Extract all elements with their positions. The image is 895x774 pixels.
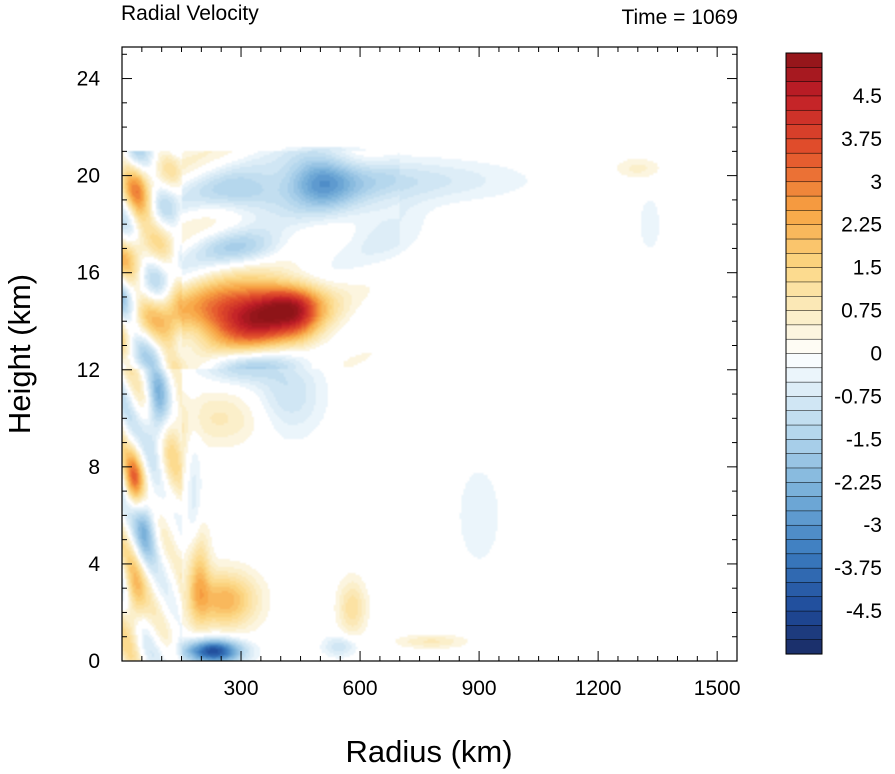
colorbar-tick-label: -4.5 (846, 600, 882, 623)
time-label: Time = 1069 (621, 6, 738, 29)
colorbar-bin (785, 181, 823, 197)
colorbar-tick-label: -3 (863, 514, 882, 537)
colorbar-bin (785, 467, 823, 483)
colorbar-bin (785, 81, 823, 97)
colorbar-bin (785, 296, 823, 312)
plot-frame (121, 46, 738, 662)
colorbar-bin (785, 310, 823, 326)
colorbar-bin (785, 424, 823, 440)
colorbar-bin (785, 253, 823, 269)
x-tick-label: 1500 (694, 677, 741, 700)
colorbar-bin (785, 596, 823, 612)
colorbar-bin (785, 453, 823, 469)
y-tick-label: 16 (77, 262, 100, 285)
colorbar-tick-label: 3 (870, 171, 882, 194)
x-axis-label: Radius (km) (345, 734, 512, 769)
colorbar-tick-label: 0.75 (841, 300, 882, 323)
colorbar-tick-label: 1.5 (853, 257, 882, 280)
colorbar-tick-label: 0 (870, 343, 882, 366)
colorbar-tick-label: 2.25 (841, 214, 882, 237)
colorbar-bin (785, 410, 823, 426)
x-tick-label: 900 (462, 677, 497, 700)
colorbar-tick-label: -1.5 (846, 428, 882, 451)
y-tick-label: 20 (77, 165, 100, 188)
y-tick-label: 8 (88, 456, 100, 479)
colorbar-bin (785, 267, 823, 283)
colorbar-bin (785, 553, 823, 569)
colorbar-bin (785, 210, 823, 226)
colorbar-bin (785, 152, 823, 169)
y-axis-label: Height (km) (2, 274, 37, 434)
colorbar-bin (785, 625, 823, 641)
y-axis-ticks: 0 4 8 12 16 20 24 (77, 53, 737, 673)
x-tick-label: 600 (343, 677, 378, 700)
colorbar-bin (785, 524, 823, 541)
colorbar-frame (785, 52, 823, 655)
colorbar-bin (785, 67, 823, 83)
colorbar-bin (785, 396, 823, 412)
colorbar-bin (785, 238, 823, 254)
colorbar-bin (785, 439, 823, 455)
x-tick-label: 300 (224, 677, 259, 700)
colorbar-bin (785, 510, 823, 526)
colorbar-bin (785, 167, 823, 183)
colorbar-bin (785, 639, 823, 655)
colorbar-bin (785, 224, 823, 240)
colorbar-bin (785, 324, 823, 340)
colorbar-bin (785, 496, 823, 512)
colorbar-bin (785, 353, 823, 369)
colorbar-bin (785, 381, 823, 397)
colorbar-bin (785, 482, 823, 498)
colorbar-bin (785, 610, 823, 626)
y-tick-label: 24 (77, 68, 101, 91)
colorbar-bin (785, 539, 823, 555)
y-tick-label: 4 (88, 553, 100, 576)
colorbar-bin (785, 582, 823, 598)
colorbar: 4.5 3.75 3 2.25 1.5 0.75 0 -0.75 -1.5 -2.25 -3 -3.7… (785, 52, 882, 655)
colorbar-bin (785, 367, 823, 383)
colorbar-bin (785, 95, 823, 111)
colorbar-bin (785, 52, 823, 68)
y-tick-label: 0 (88, 650, 100, 673)
colorbar-tick-label: -0.75 (834, 385, 882, 408)
plot-area: 300 600 900 1200 1500 0 4 8 12 16 20 24 (77, 46, 741, 700)
colorbar-tick-label: 3.75 (841, 128, 882, 151)
x-axis-ticks: 300 600 900 1200 1500 (141, 47, 741, 700)
colorbar-bin (785, 281, 823, 297)
colorbar-bin (785, 138, 823, 154)
colorbar-tick-label: -3.75 (834, 557, 882, 580)
x-tick-label: 1200 (575, 677, 622, 700)
colorbar-tick-label: -2.25 (834, 471, 882, 494)
colorbar-bin (785, 124, 823, 140)
colorbar-bin (785, 195, 823, 211)
colorbar-tick-label: 4.5 (853, 85, 882, 108)
radial-velocity-heatmap (122, 47, 737, 661)
colorbar-bin (785, 338, 823, 355)
colorbar-bin (785, 567, 823, 584)
chart-title: Radial Velocity (121, 2, 259, 25)
y-tick-label: 12 (77, 359, 100, 382)
colorbar-bin (785, 109, 823, 126)
